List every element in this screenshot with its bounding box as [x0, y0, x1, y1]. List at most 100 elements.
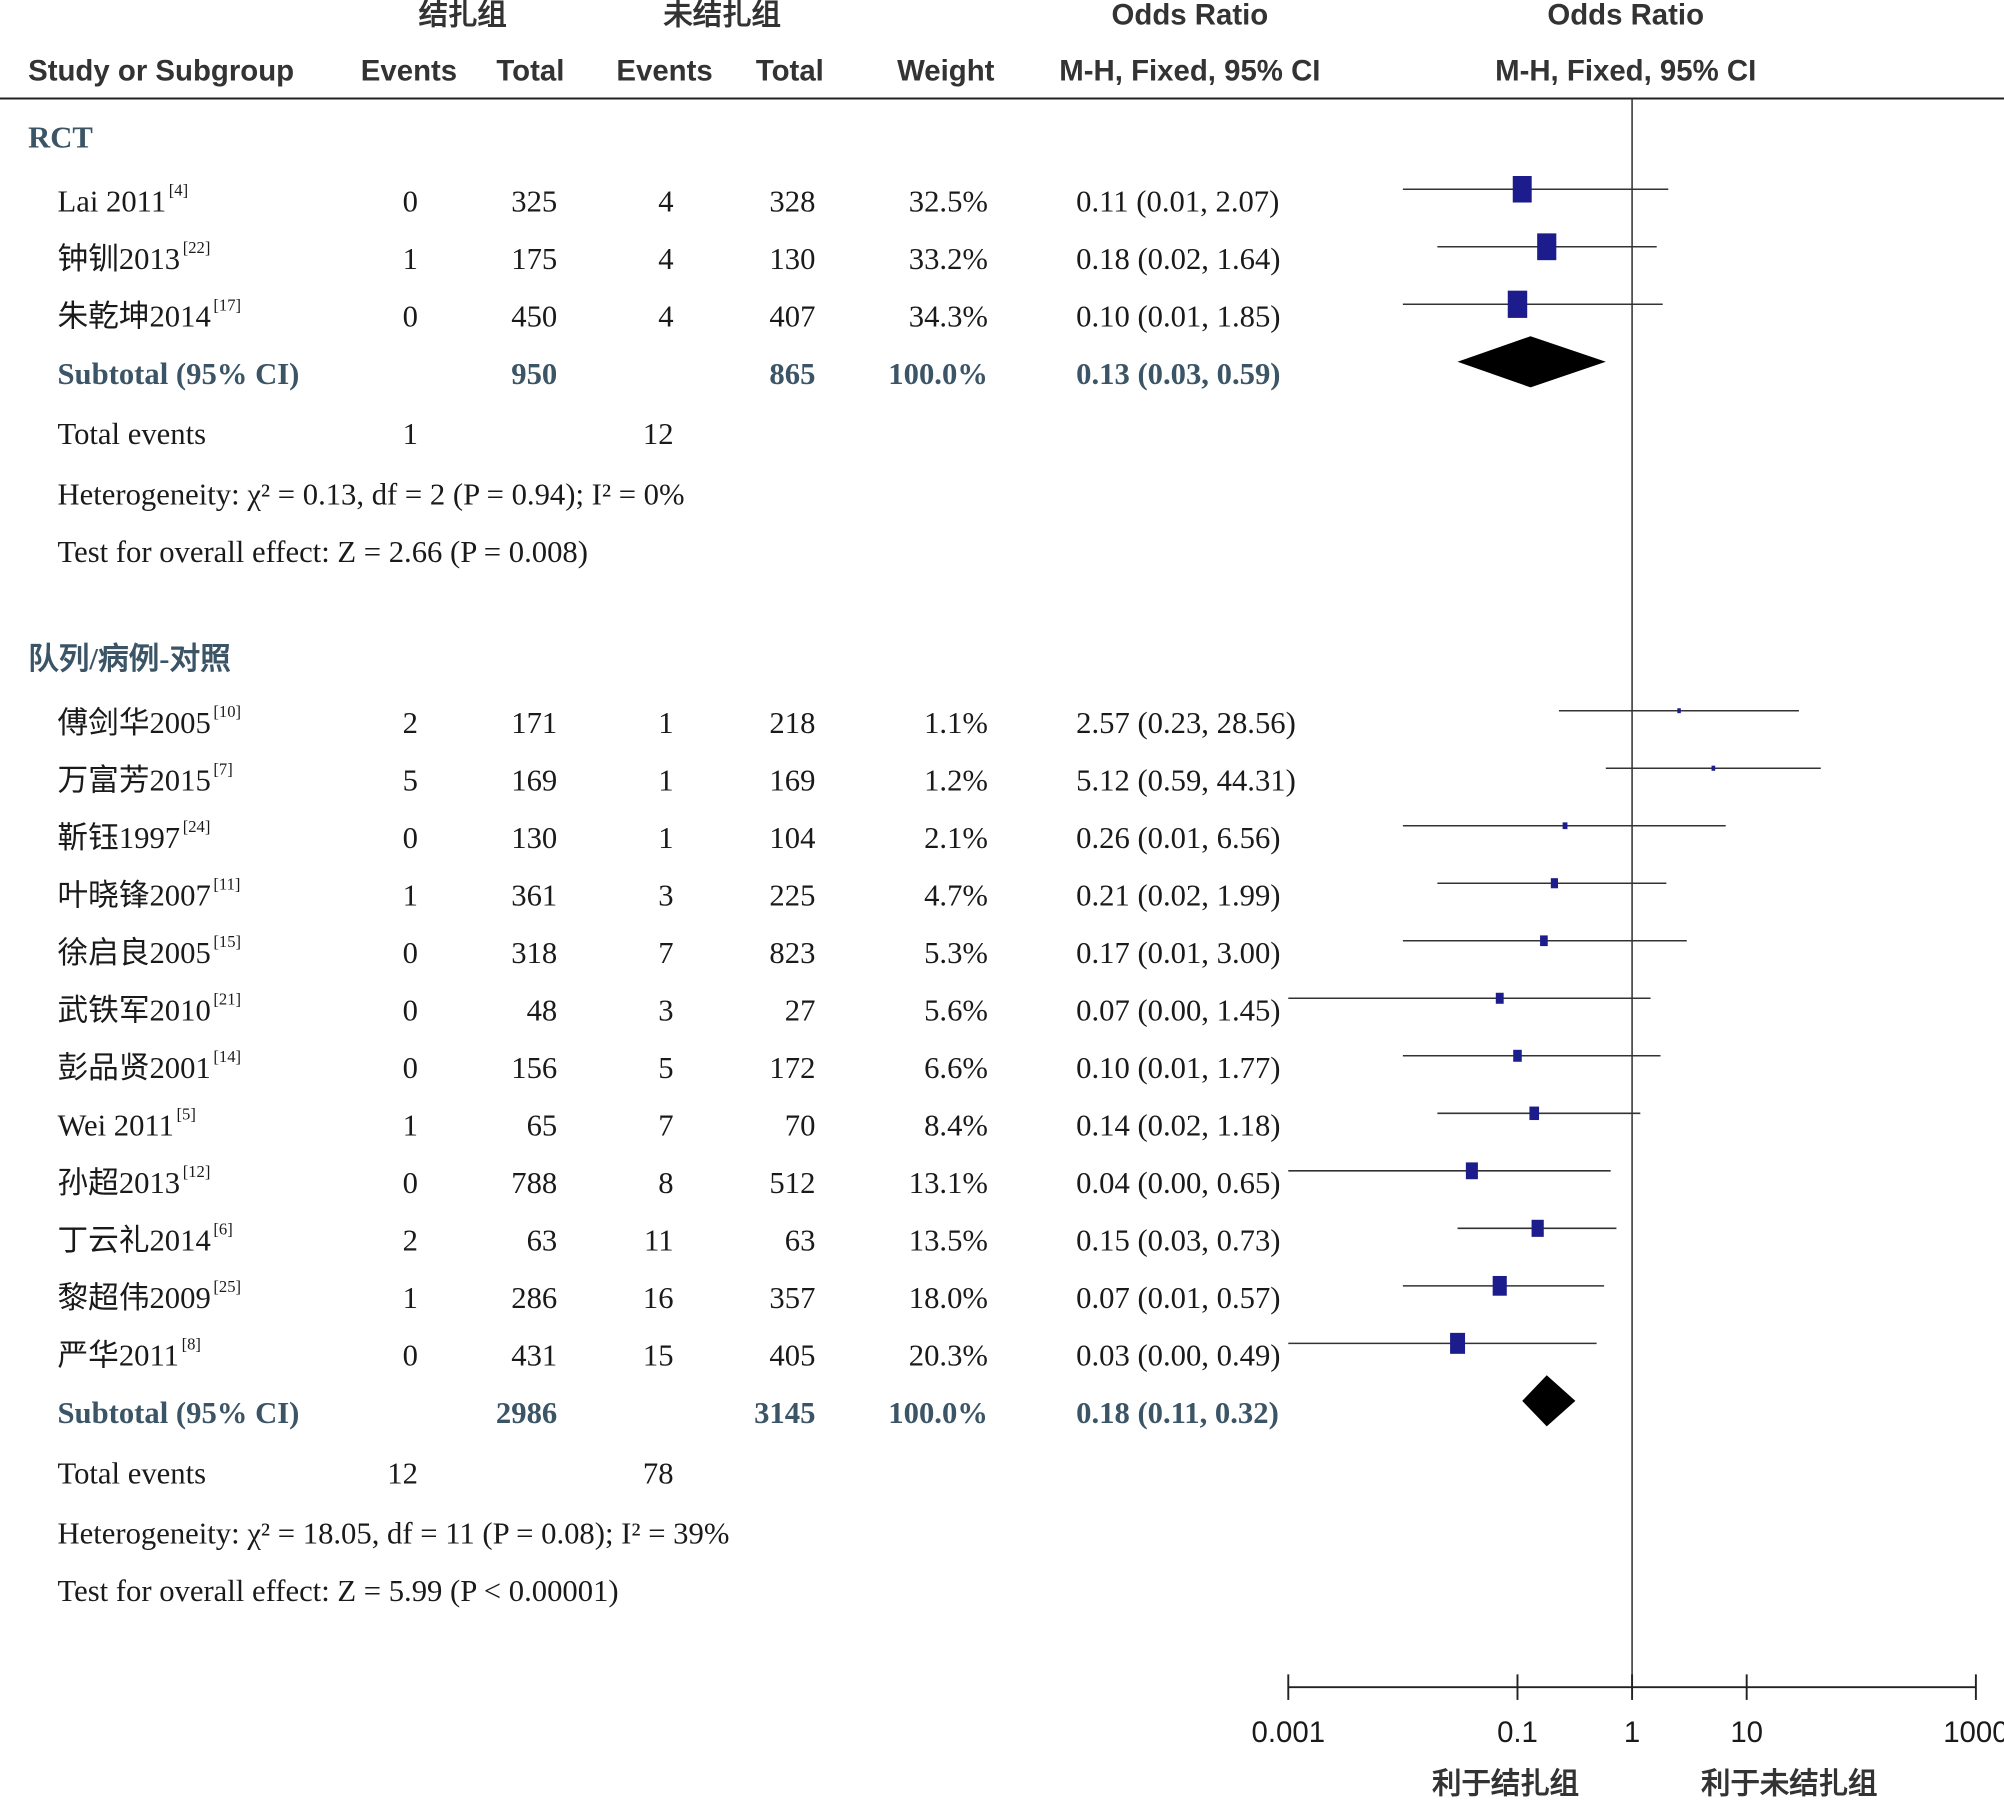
events: 4: [658, 185, 673, 219]
x-tick-label: 0.001: [1252, 1716, 1326, 1749]
overall-effect: Test for overall effect: Z = 5.99 (P < 0…: [58, 1574, 619, 1608]
study-name: 丁云礼2014: [58, 1224, 211, 1258]
or-header: Odds Ratio: [1547, 0, 1704, 31]
study-name: 彭品贤2001: [58, 1051, 211, 1085]
total-events: 12: [387, 1456, 418, 1490]
group-header: 未结扎组: [663, 0, 781, 31]
study-name: 徐启良2005: [58, 936, 211, 970]
subtotal-total: 950: [511, 357, 557, 391]
events: 5: [403, 764, 418, 798]
study-name: 孙超2013: [58, 1166, 181, 1200]
events: 4: [658, 242, 673, 276]
odds-ratio-ci: 0.15 (0.03, 0.73): [1076, 1224, 1280, 1258]
study-ref: [10]: [213, 702, 241, 721]
total: 286: [511, 1281, 557, 1315]
study-ref: [21]: [213, 990, 241, 1009]
odds-ratio-ci: 0.10 (0.01, 1.77): [1076, 1051, 1280, 1085]
events: 0: [403, 300, 418, 334]
study-square: [1531, 1219, 1544, 1237]
total: 130: [769, 242, 815, 276]
study-square: [1711, 765, 1716, 771]
overall-effect: Test for overall effect: Z = 2.66 (P = 0…: [58, 535, 588, 569]
odds-ratio-ci: 0.10 (0.01, 1.85): [1076, 300, 1280, 334]
weight: 4.7%: [924, 879, 988, 913]
column-header: M-H, Fixed, 95% CI: [1059, 55, 1320, 88]
subtotal-diamond: [1522, 1375, 1576, 1427]
study-square: [1550, 878, 1559, 889]
events: 1: [403, 879, 418, 913]
events: 0: [403, 1339, 418, 1373]
weight: 5.3%: [924, 936, 988, 970]
total: 104: [769, 821, 815, 855]
or-header: Odds Ratio: [1112, 0, 1269, 31]
total: 325: [511, 185, 557, 219]
total: 431: [511, 1339, 557, 1373]
study-square: [1562, 822, 1568, 830]
total: 225: [769, 879, 815, 913]
study-name: 武铁军2010: [58, 994, 211, 1028]
study-ref: [14]: [213, 1047, 241, 1066]
weight: 13.5%: [909, 1224, 988, 1258]
weight: 34.3%: [909, 300, 988, 334]
study-ref: [25]: [213, 1277, 241, 1296]
events: 2: [403, 1224, 418, 1258]
total-events-label: Total events: [58, 1456, 207, 1490]
subtotal-label: Subtotal (95% CI): [58, 1396, 300, 1430]
events: 0: [403, 936, 418, 970]
total: 357: [769, 1281, 815, 1315]
total: 171: [511, 706, 557, 740]
events: 3: [658, 994, 673, 1028]
odds-ratio-ci: 0.11 (0.01, 2.07): [1076, 185, 1279, 219]
study-ref: [8]: [182, 1335, 201, 1354]
total: 318: [511, 936, 557, 970]
x-tick-label: 1: [1624, 1716, 1640, 1749]
study-square: [1492, 1275, 1507, 1296]
heterogeneity: Heterogeneity: χ² = 18.05, df = 11 (P = …: [58, 1516, 730, 1550]
events: 8: [658, 1166, 673, 1200]
total: 27: [785, 994, 816, 1028]
subtotal-weight: 100.0%: [888, 357, 988, 391]
odds-ratio-ci: 0.04 (0.00, 0.65): [1076, 1166, 1280, 1200]
odds-ratio-ci: 0.21 (0.02, 1.99): [1076, 879, 1280, 913]
study-ref: [17]: [213, 296, 241, 315]
column-header: Study or Subgroup: [28, 55, 294, 88]
subtotal-total: 865: [769, 357, 815, 391]
events: 1: [658, 821, 673, 855]
study-ref: [11]: [213, 875, 240, 894]
total-events: 12: [643, 417, 674, 451]
study-name: Lai 2011: [58, 185, 167, 219]
weight: 32.5%: [909, 185, 988, 219]
events: 0: [403, 994, 418, 1028]
total: 361: [511, 879, 557, 913]
group-header: 结扎组: [419, 0, 507, 31]
study-square: [1540, 935, 1548, 947]
total: 328: [769, 185, 815, 219]
total: 823: [769, 936, 815, 970]
odds-ratio-ci: 2.57 (0.23, 28.56): [1076, 706, 1296, 740]
x-tick-label: 0.1: [1497, 1716, 1538, 1749]
study-name: 万富芳2015: [58, 764, 211, 798]
subtotal-ci: 0.13 (0.03, 0.59): [1076, 357, 1280, 391]
total-events: 78: [643, 1456, 674, 1490]
weight: 2.1%: [924, 821, 988, 855]
events: 16: [643, 1281, 674, 1315]
events: 0: [403, 821, 418, 855]
weight: 1.2%: [924, 764, 988, 798]
events: 7: [658, 936, 673, 970]
study-ref: [5]: [177, 1105, 196, 1124]
study-square: [1537, 233, 1557, 261]
weight: 5.6%: [924, 994, 988, 1028]
study-square: [1529, 1106, 1540, 1121]
events: 0: [403, 185, 418, 219]
study-name: 黎超伟2009: [58, 1281, 211, 1315]
events: 1: [403, 1109, 418, 1143]
column-header: Weight: [897, 55, 995, 88]
total: 512: [769, 1166, 815, 1200]
study-ref: [15]: [213, 932, 241, 951]
total: 65: [527, 1109, 558, 1143]
heterogeneity: Heterogeneity: χ² = 0.13, df = 2 (P = 0.…: [58, 477, 685, 511]
total: 218: [769, 706, 815, 740]
events: 1: [403, 1281, 418, 1315]
study-ref: [24]: [183, 817, 211, 836]
